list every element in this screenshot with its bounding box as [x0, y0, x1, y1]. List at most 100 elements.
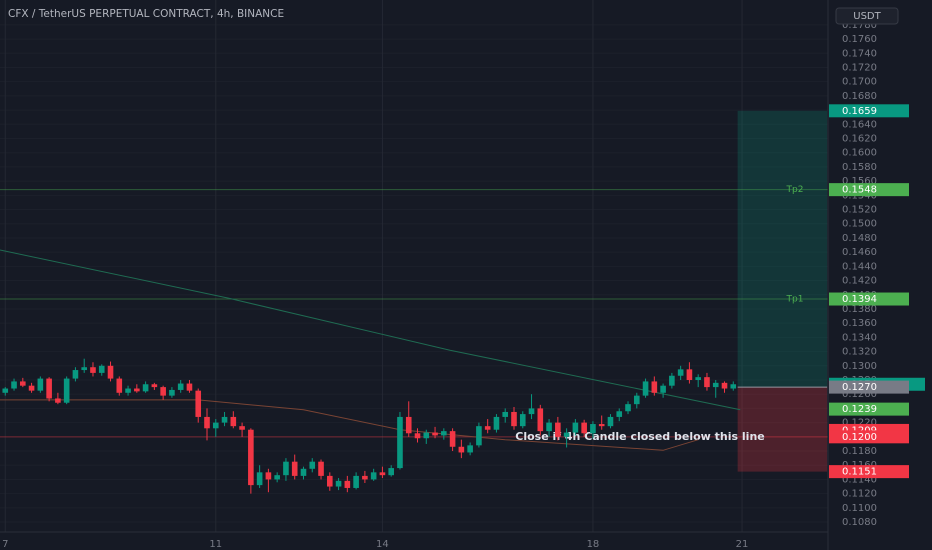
loss-zone — [737, 387, 828, 472]
candle-body — [37, 378, 44, 391]
candle-body — [195, 390, 202, 417]
candle-body — [397, 416, 403, 469]
currency-box — [835, 7, 899, 25]
candle-body — [546, 422, 552, 432]
candle-body — [651, 381, 658, 393]
plot — [0, 249, 741, 494]
candle-body — [116, 378, 123, 393]
y-tick-label: 0.1640 — [842, 119, 877, 130]
candle-body — [2, 388, 9, 393]
candle-body — [265, 472, 272, 480]
candle-body — [107, 365, 114, 379]
candle-body — [134, 388, 140, 392]
y-tick-label: 0.1780 — [842, 20, 877, 31]
y-tick-label: 0.1320 — [842, 347, 877, 358]
price-tag — [829, 183, 909, 197]
y-tick-label: 0.1220 — [842, 418, 877, 429]
y-tick-label: 0.1080 — [842, 517, 877, 528]
candle-body — [633, 395, 640, 405]
candle-body — [46, 378, 52, 399]
candle-body — [712, 382, 719, 388]
price-tag-label: 0.1548 — [842, 185, 877, 196]
candle-body — [98, 365, 105, 373]
y-tick-label: 0.1620 — [842, 134, 877, 145]
y-tick-label: 0.1760 — [842, 34, 877, 45]
candle-body — [537, 408, 544, 432]
price-tag — [829, 292, 909, 306]
level-label: Tp1 — [786, 295, 804, 305]
candle-body — [388, 468, 394, 476]
candle-body — [81, 367, 88, 371]
candle-body — [186, 383, 193, 391]
x-tick-label: 18 — [587, 539, 600, 550]
candle-body — [370, 472, 377, 480]
y-tick-label: 0.1740 — [842, 48, 877, 59]
y-tick-label: 0.1340 — [842, 332, 877, 343]
y-tick-label: 0.1580 — [842, 162, 877, 173]
y-tick-label: 0.1100 — [842, 503, 877, 514]
y-tick-label: 0.1180 — [842, 446, 877, 457]
candle-body — [125, 388, 131, 393]
candle-body — [20, 381, 26, 386]
y-tick-label: 0.1140 — [842, 474, 877, 485]
candle-body — [555, 422, 561, 437]
y-tick-label: 0.1480 — [842, 233, 877, 244]
candle-body — [212, 422, 219, 429]
candle-body — [677, 369, 684, 376]
candle-body — [721, 382, 728, 389]
candle-body — [28, 385, 35, 391]
candle-body — [511, 411, 517, 427]
candle-body — [484, 426, 491, 430]
candle-body — [90, 367, 96, 373]
candle-body — [344, 480, 351, 488]
y-tick-label: 0.1120 — [842, 489, 877, 500]
candle-body — [239, 426, 245, 430]
candle-body — [283, 461, 289, 476]
candle-body — [581, 422, 587, 434]
y-tick-label: 0.1360 — [842, 318, 877, 329]
price-tag — [829, 104, 909, 118]
candle-body — [423, 432, 430, 439]
candle-body — [572, 422, 579, 433]
axis: 0.10800.11000.11200.11400.11600.11800.12… — [2, 20, 925, 550]
y-tick-label: 0.1420 — [842, 276, 877, 287]
y-tick-label: 0.1260 — [842, 389, 877, 400]
candle-body — [379, 472, 386, 476]
price-tag — [829, 380, 909, 394]
y-tick-label: 0.1520 — [842, 205, 877, 216]
candle-body — [625, 404, 631, 412]
x-tick-label: 21 — [736, 539, 749, 550]
level-label: Close if 4h Candle closed below this lin… — [515, 430, 764, 443]
candle-body — [160, 387, 166, 396]
candle-body — [704, 377, 710, 388]
candle-body — [204, 416, 210, 429]
candle-body — [642, 381, 649, 396]
candle-body — [502, 411, 509, 417]
candle-body — [669, 375, 675, 386]
y-tick-label: 0.1500 — [842, 219, 877, 230]
overlay: Tp2 Tp1 Close if 4h Candle closed below th… — [0, 110, 828, 472]
candle-body — [467, 445, 473, 453]
candle-body — [169, 389, 175, 396]
candle-body — [441, 431, 447, 436]
price-tag-label: 0.1200 — [842, 432, 877, 443]
candle-body — [248, 429, 254, 486]
candle-body — [458, 446, 465, 453]
candle-body — [63, 378, 70, 403]
y-tick-label: 0.1300 — [842, 361, 877, 372]
candle-body — [563, 432, 570, 437]
y-tick-label: 0.1720 — [842, 62, 877, 73]
candle-body — [449, 431, 456, 447]
candle-body — [300, 468, 307, 476]
price-tag-label: 0.1659 — [842, 106, 877, 117]
candle-body — [493, 416, 500, 430]
x-tick-label: 14 — [376, 539, 389, 550]
y-tick-label: 0.1600 — [842, 148, 877, 159]
candle-body — [414, 433, 421, 439]
candle-body — [405, 416, 412, 434]
y-tick-label: 0.1460 — [842, 247, 877, 258]
profit-zone — [737, 110, 828, 388]
candle-body — [55, 398, 61, 403]
